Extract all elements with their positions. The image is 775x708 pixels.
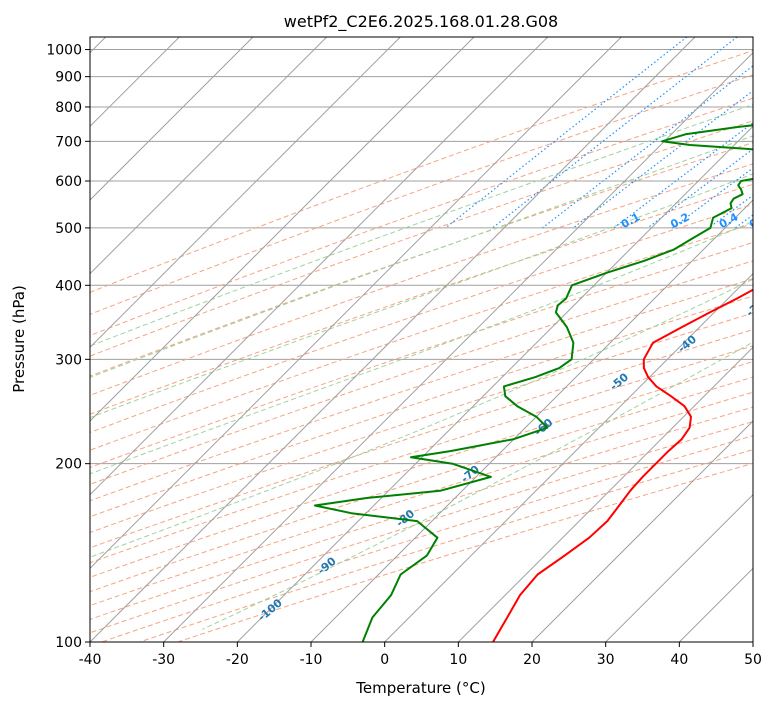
dry-adiabat-label: -30 [744,297,768,320]
y-axis-label: Pressure (hPa) [10,285,28,393]
x-tick-label: -30 [152,652,175,668]
y-tick-label: 1000 [46,43,82,59]
isotherm-line [384,272,753,642]
dry-adiabat-line [90,312,753,533]
x-axis-label: Temperature (°C) [355,679,485,697]
isotherm-line [90,37,254,201]
isotherm-line [163,51,753,642]
x-tick-label: 20 [523,652,541,668]
pressure-gridlines [90,49,753,642]
dry-adiabat-line [90,329,753,549]
y-tick-label: 700 [55,134,82,150]
y-tick-label: 300 [55,352,82,368]
dry-adiabat-line [90,361,753,578]
x-tick-label: -10 [300,652,323,668]
mixing-ratio-lines [445,37,753,229]
x-tick-label: 10 [449,652,467,668]
dewpoint-profile-line [313,124,753,642]
dry-adiabat-line [90,278,753,502]
x-tick-label: -20 [226,652,249,668]
isotherm-line [310,199,753,642]
isotherm-line [90,37,622,570]
dry-adiabat-line [101,435,753,642]
y-tick-label: 100 [55,635,82,651]
dry-adiabat-line [139,449,753,642]
x-axis-ticks: -40 -30 -20 -10 0 10 20 30 40 50 [79,642,762,668]
plot-frame [89,36,754,643]
dry-adiabat-line [90,183,753,415]
isotherm-line [90,37,475,422]
x-tick-label: 40 [670,652,688,668]
isotherm-line [90,37,328,275]
dry-adiabat-line [90,223,753,451]
y-tick-label: 600 [55,174,82,190]
y-tick-label: 400 [55,278,82,294]
dry-adiabats [90,50,753,642]
dry-adiabat-line [90,203,753,433]
temperature-profile-line [492,288,753,642]
y-axis-ticks: 100 200 300 400 500 600 700 800 900 1000 [46,43,90,651]
dry-adiabat-line [90,142,753,377]
mixing-ratio-line [672,167,753,229]
mixing-ratio-label: 0.6 [747,210,771,231]
mixing-ratio-line [613,122,753,229]
x-tick-label: 0 [380,652,389,668]
dry-adiabat-line [90,120,753,357]
dry-adiabat-line [177,462,753,642]
isotherm-line [531,420,753,642]
dry-adiabat-line [90,345,753,564]
y-tick-label: 200 [55,457,82,473]
mixing-ratio-line [445,37,688,229]
moist-adiabat-line [90,135,753,378]
chart-title: wetPf2_C2E6.2025.168.01.28.G08 [284,12,558,32]
plot-area: 0.10.20.40.611.52346810131620253036-100-… [90,37,771,642]
y-tick-label: 800 [55,100,82,116]
profile-lines [313,124,753,642]
isotherm-line [457,346,753,642]
x-tick-label: 30 [597,652,615,668]
mixing-ratio-line [542,65,753,229]
isotherm-line [90,37,401,349]
x-tick-label: 50 [744,652,762,668]
isotherm-line [605,493,753,642]
y-tick-label: 500 [55,221,82,237]
isotherm-line [90,37,549,496]
moist-adiabat-line [90,173,753,419]
isotherms [90,37,753,642]
dry-adiabat-line [90,241,753,469]
dry-adiabat-line [90,376,753,593]
isotherm-line [236,125,753,642]
y-tick-label: 900 [55,70,82,86]
isotherm-line [90,37,696,642]
x-tick-label: -40 [79,652,102,668]
moist-adiabat-line [90,220,753,475]
